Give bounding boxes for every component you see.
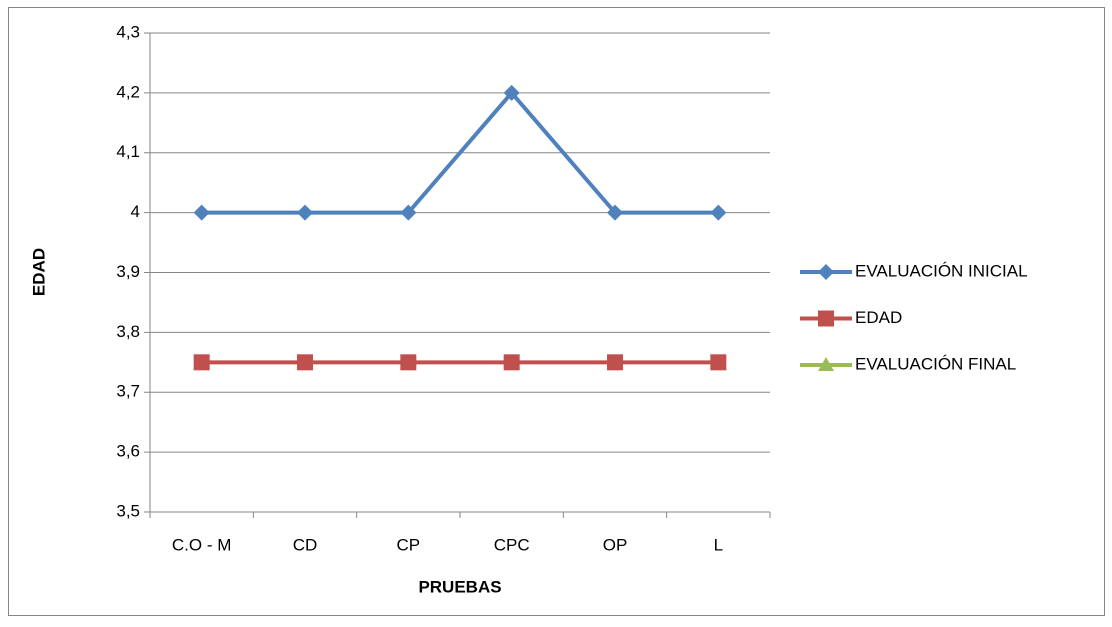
marker	[400, 204, 417, 221]
marker	[297, 354, 313, 371]
marker	[193, 204, 210, 221]
marker	[710, 354, 727, 371]
y-tick-label: 4,3	[116, 22, 140, 41]
x-tick-label: L	[714, 535, 723, 554]
y-axis-title: EDAD	[29, 248, 48, 296]
y-tick-label: 3,9	[116, 262, 140, 281]
marker	[607, 354, 623, 371]
legend-label: EVALUACIÓN INICIAL	[855, 261, 1028, 280]
x-tick-label: CPC	[494, 535, 530, 554]
marker	[710, 204, 727, 221]
x-tick-label: CD	[293, 535, 318, 554]
marker	[400, 354, 417, 371]
legend-label: EDAD	[855, 308, 902, 327]
x-axis-title: PRUEBAS	[418, 577, 501, 596]
marker	[607, 204, 623, 221]
marker	[818, 357, 834, 371]
y-tick-label: 3,6	[116, 442, 140, 461]
y-tick-label: 4	[131, 202, 140, 221]
marker	[818, 310, 834, 327]
x-tick-label: CP	[397, 535, 421, 554]
x-tick-label: C.O - M	[172, 535, 232, 554]
y-tick-label: 3,5	[116, 501, 140, 520]
marker	[503, 354, 520, 371]
x-tick-label: OP	[603, 535, 628, 554]
y-tick-label: 4,1	[116, 142, 140, 161]
legend-label: EVALUACIÓN FINAL	[855, 354, 1016, 373]
marker	[818, 264, 834, 280]
marker	[503, 84, 520, 101]
marker	[297, 204, 313, 221]
chart-border	[8, 7, 1105, 616]
series-line	[201, 90, 719, 215]
y-tick-label: 3,8	[116, 322, 140, 341]
y-tick-label: 3,7	[116, 382, 140, 401]
y-tick-label: 4,2	[116, 82, 140, 101]
marker	[193, 354, 210, 371]
